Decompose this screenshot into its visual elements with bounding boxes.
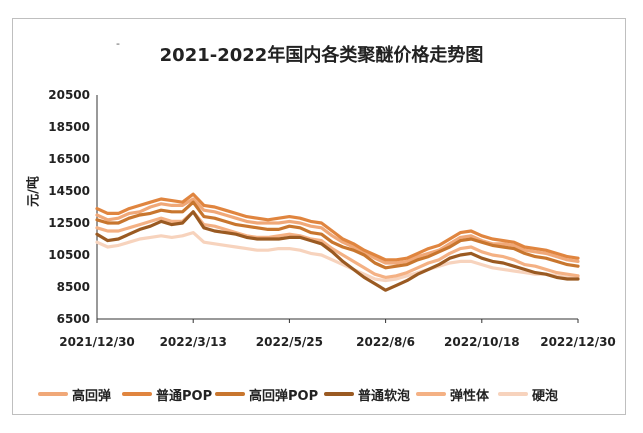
series-line-6 — [95, 231, 580, 283]
title-dash: - — [116, 37, 120, 50]
legend-item: 普通POP — [122, 382, 212, 406]
x-tick-label: 2022/3/13 — [160, 335, 227, 349]
series-line-1 — [95, 197, 580, 265]
legend: 高回弹 普通POP 高回弹POP 普通软泡 弹性体 硬泡 — [38, 382, 608, 406]
y-tick-label: 12500 — [48, 216, 90, 230]
chart-title: 2021-2022年国内各类聚醚价格走势图 — [159, 45, 484, 66]
series-line-3 — [95, 200, 580, 270]
legend-item: 普通软泡 — [324, 382, 410, 406]
legend-swatch — [324, 392, 354, 396]
y-tick-label: 14500 — [48, 184, 90, 198]
y-tick-label: 6500 — [57, 312, 90, 326]
legend-item: 硬泡 — [498, 382, 558, 406]
x-tick-label: 2022/10/18 — [444, 335, 520, 349]
y-tick-label: 18500 — [48, 120, 90, 134]
x-tick-label: 2022/12/30 — [540, 335, 616, 349]
y-tick-label: 10500 — [48, 248, 90, 262]
legend-item: 弹性体 — [416, 382, 489, 406]
legend-label: 普通POP — [156, 388, 213, 404]
series-line-5 — [95, 210, 580, 279]
series-line-2 — [95, 192, 580, 262]
legend-label: 硬泡 — [532, 388, 559, 404]
legend-swatch — [416, 392, 446, 396]
y-tick-label: 8500 — [57, 280, 90, 294]
legend-item: 高回弹 — [38, 382, 111, 406]
chart-frame — [12, 18, 626, 415]
legend-item: 高回弹POP — [215, 382, 318, 406]
legend-label: 高回弹 — [72, 388, 112, 404]
x-tick-label: 2021/12/30 — [59, 335, 135, 349]
legend-swatch — [122, 392, 152, 396]
legend-swatch — [215, 392, 245, 396]
y-tick-label: 20500 — [48, 88, 90, 102]
x-tick-label: 2022/5/25 — [256, 335, 323, 349]
legend-label: 普通软泡 — [358, 388, 411, 404]
legend-label: 高回弹POP — [249, 388, 319, 404]
legend-swatch — [38, 392, 68, 396]
legend-label: 弹性体 — [450, 388, 490, 404]
x-tick-label: 2022/8/6 — [356, 335, 415, 349]
series-line-4 — [95, 210, 580, 292]
legend-swatch — [498, 392, 528, 396]
y-tick-label: 16500 — [48, 152, 90, 166]
